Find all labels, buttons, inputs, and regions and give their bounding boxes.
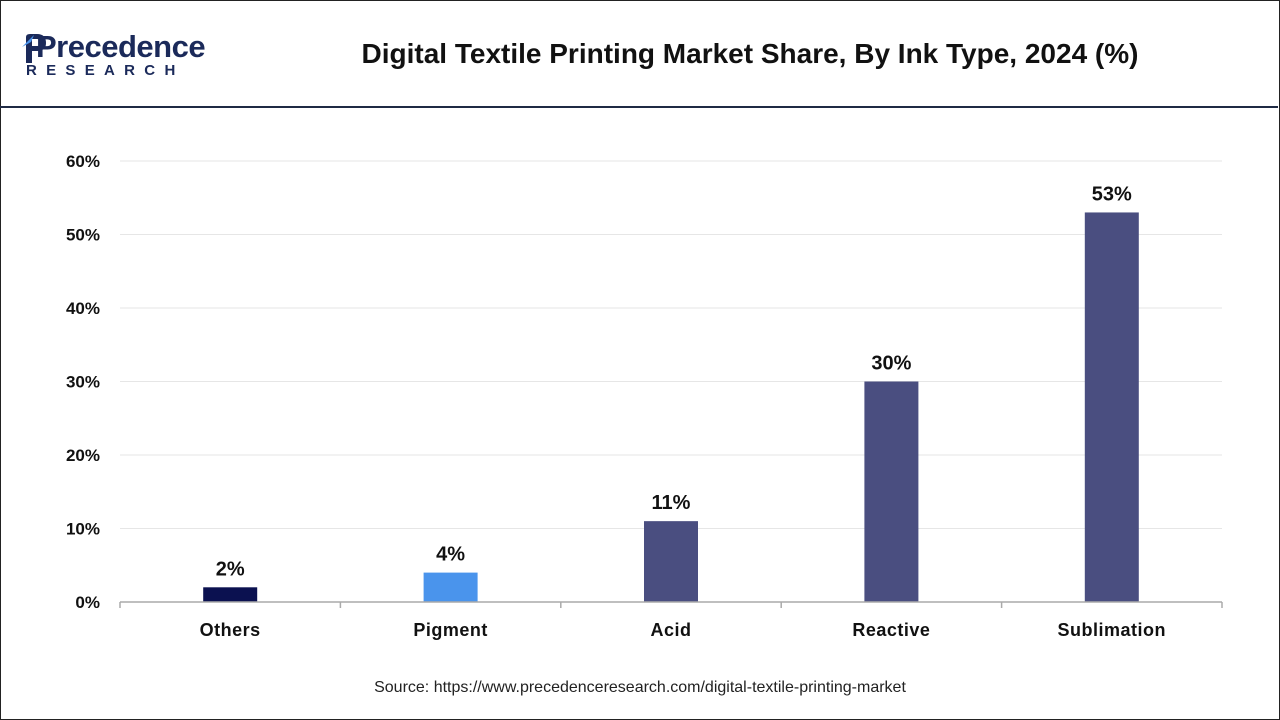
logo-subtitle: RESEARCH bbox=[26, 62, 185, 79]
bar-reactive bbox=[864, 381, 919, 602]
value-label-others: 2% bbox=[216, 558, 245, 580]
gridlines bbox=[120, 160, 1222, 529]
bar-pigment bbox=[423, 572, 478, 602]
bars bbox=[203, 212, 1139, 602]
source-note: Source: https://www.precedenceresearch.c… bbox=[374, 679, 906, 696]
x-tick-label-others: Others bbox=[200, 620, 261, 640]
y-tick-label: 40% bbox=[66, 299, 100, 318]
header: Precedence RESEARCH Digital Textile Prin… bbox=[0, 0, 1278, 108]
bar-acid bbox=[644, 521, 698, 602]
y-tick-label: 0% bbox=[75, 593, 100, 612]
y-tick-label: 20% bbox=[66, 446, 100, 465]
y-tick-label: 60% bbox=[66, 152, 100, 171]
bar-others bbox=[203, 587, 258, 602]
x-tick-label-reactive: Reactive bbox=[852, 620, 930, 640]
bar-chart: 0% 10% 20% 30% 40% 50% 60% 2% 4% 11% 30% 53% Other… bbox=[66, 152, 1223, 640]
logo-mark-icon bbox=[22, 34, 46, 63]
value-labels: 2% 4% 11% 30% 53% bbox=[216, 183, 1132, 580]
value-label-pigment: 4% bbox=[436, 544, 465, 566]
x-axis bbox=[119, 601, 1223, 608]
value-label-reactive: 30% bbox=[871, 353, 911, 375]
precedence-research-logo: Precedence RESEARCH bbox=[22, 30, 212, 82]
logo-wordmark: Precedence bbox=[36, 29, 206, 64]
value-label-acid: 11% bbox=[652, 492, 691, 514]
y-axis-ticks: 0% 10% 20% 30% 40% 50% 60% bbox=[66, 152, 100, 612]
y-tick-label: 50% bbox=[66, 226, 100, 245]
value-label-sublimation: 53% bbox=[1092, 183, 1132, 205]
bar-sublimation bbox=[1084, 212, 1139, 602]
chart-title: Digital Textile Printing Market Share, B… bbox=[361, 38, 1139, 69]
x-tick-label-sublimation: Sublimation bbox=[1058, 620, 1167, 640]
x-tick-label-pigment: Pigment bbox=[413, 620, 488, 640]
x-tick-label-acid: Acid bbox=[650, 620, 691, 640]
x-axis-ticks: Others Pigment Acid Reactive Sublimation bbox=[200, 620, 1166, 640]
y-tick-label: 30% bbox=[66, 373, 100, 392]
y-tick-label: 10% bbox=[66, 520, 100, 539]
